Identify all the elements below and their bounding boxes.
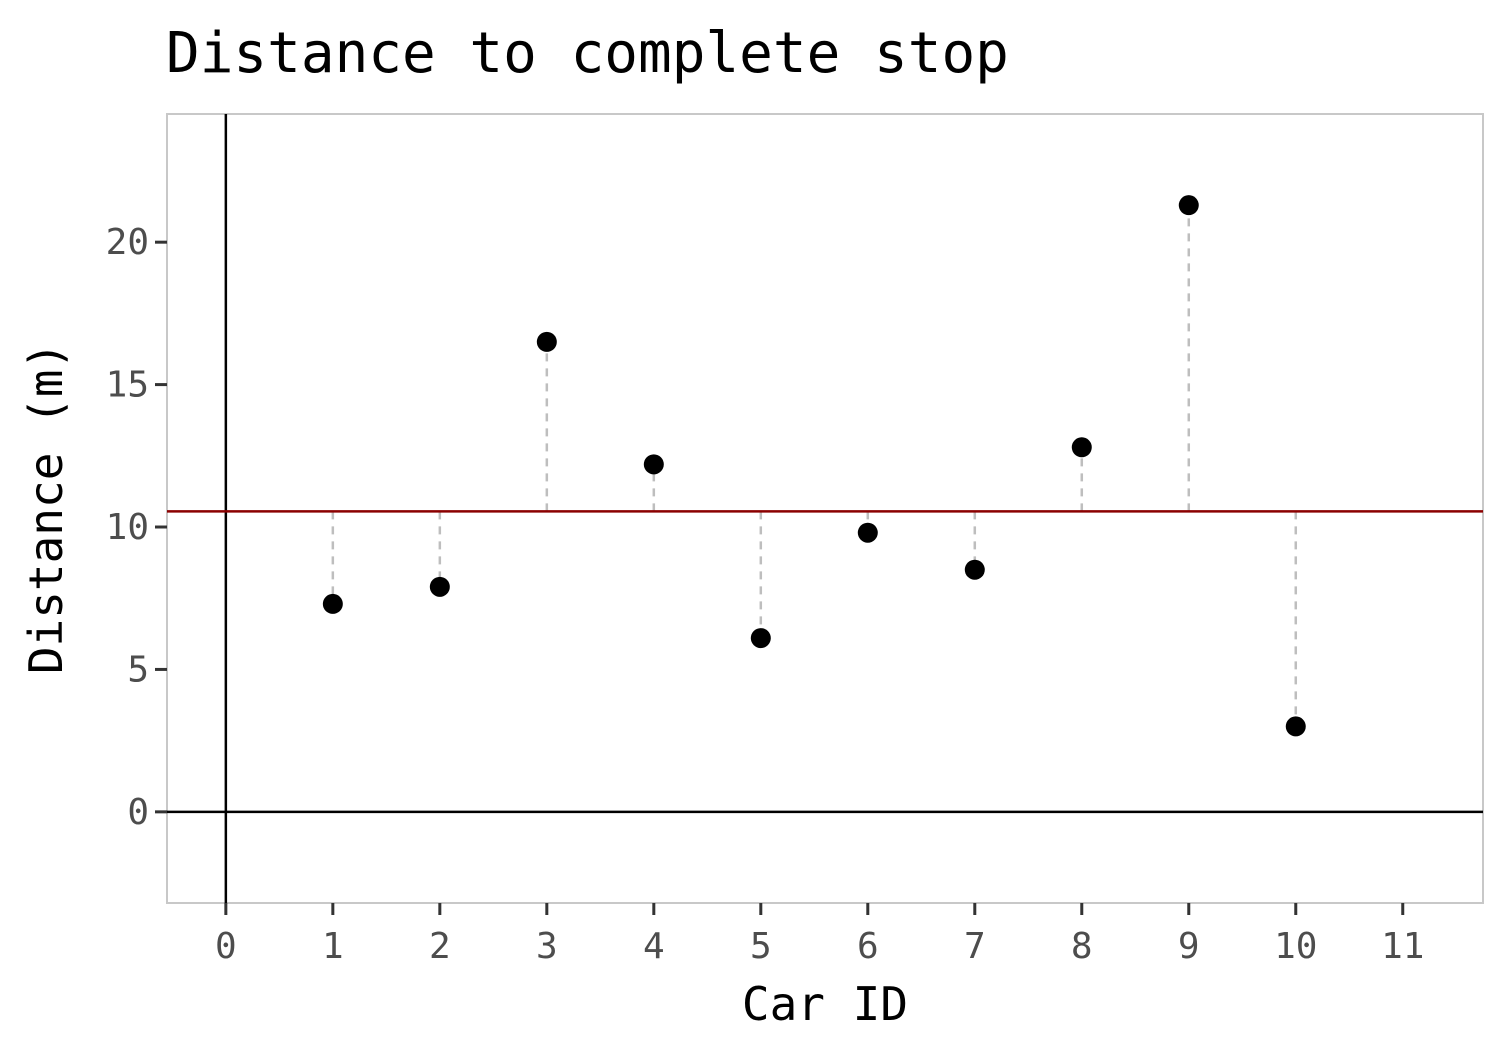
data-point bbox=[964, 559, 985, 580]
data-point bbox=[643, 454, 664, 475]
y-tick-label: 20 bbox=[106, 222, 149, 263]
x-tick-label: 9 bbox=[1178, 926, 1200, 967]
data-point bbox=[536, 331, 557, 352]
y-tick-label: 15 bbox=[106, 365, 149, 406]
y-tick-label: 5 bbox=[127, 649, 149, 690]
y-axis-title: Distance (m) bbox=[19, 342, 73, 674]
x-tick-label: 4 bbox=[643, 926, 665, 967]
data-point bbox=[429, 576, 450, 597]
data-point bbox=[857, 522, 878, 543]
data-point bbox=[1285, 716, 1306, 737]
x-tick-label: 5 bbox=[750, 926, 772, 967]
x-tick-label: 6 bbox=[857, 926, 879, 967]
chart-title: Distance to complete stop bbox=[166, 21, 1009, 86]
data-point bbox=[322, 593, 343, 614]
plot-area bbox=[167, 114, 1483, 903]
x-tick-label: 8 bbox=[1071, 926, 1093, 967]
x-tick-label: 3 bbox=[536, 926, 558, 967]
x-tick-label: 0 bbox=[215, 926, 237, 967]
y-tick-label: 10 bbox=[106, 507, 149, 548]
x-tick-label: 11 bbox=[1381, 926, 1424, 967]
x-tick-label: 7 bbox=[964, 926, 986, 967]
data-point bbox=[750, 628, 771, 649]
x-axis-title: Car ID bbox=[742, 977, 908, 1031]
y-tick-label: 0 bbox=[127, 792, 149, 833]
x-tick-label: 2 bbox=[429, 926, 451, 967]
x-tick-label: 1 bbox=[322, 926, 344, 967]
data-point bbox=[1178, 195, 1199, 216]
panel-border bbox=[166, 113, 1484, 904]
x-tick-label: 10 bbox=[1274, 926, 1317, 967]
data-point bbox=[1071, 437, 1092, 458]
